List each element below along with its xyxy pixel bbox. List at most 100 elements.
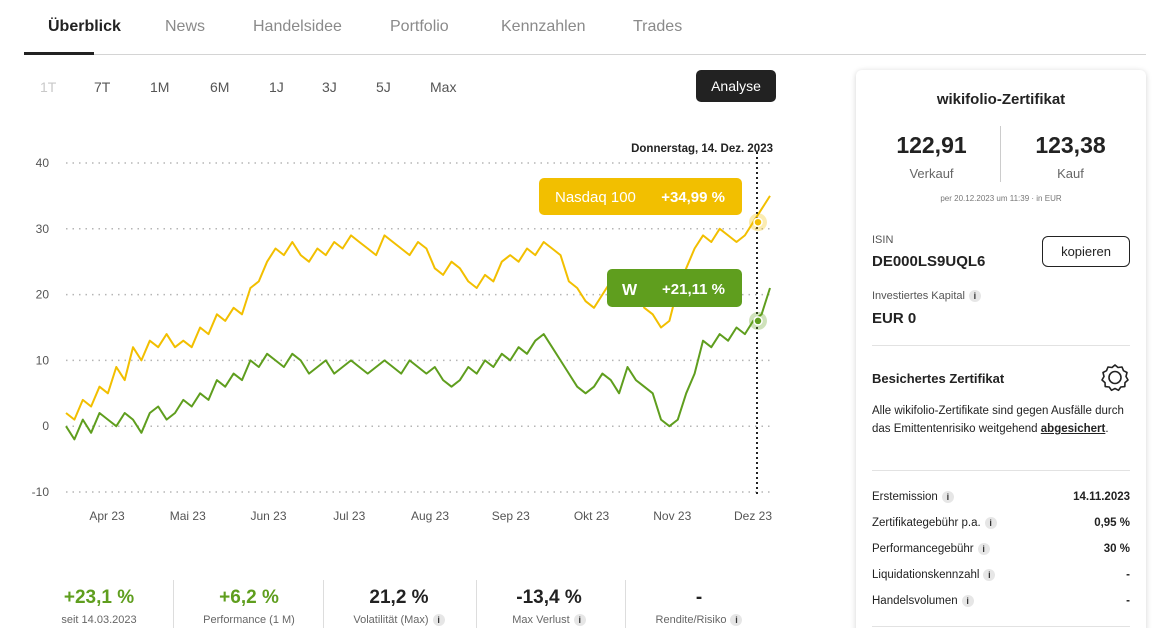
row-performance-fee-value: 30 %	[1103, 543, 1130, 555]
wikifolio-series-line	[65, 287, 771, 441]
x-tick-label: Dez 23	[734, 509, 772, 523]
buy-label: Kauf	[1057, 166, 1084, 181]
range-1j[interactable]: 1J	[269, 79, 284, 95]
row-liquidation-value: -	[1126, 569, 1130, 581]
range-6m[interactable]: 6M	[210, 79, 230, 95]
x-tick-label: Apr 23	[89, 509, 125, 523]
tab-handelsidee[interactable]: Handelsidee	[253, 18, 342, 35]
tab-trades[interactable]: Trades	[633, 18, 683, 35]
row-liquidation: Liquidationskennzahl i	[872, 569, 996, 582]
tab-portfolio[interactable]: Portfolio	[390, 18, 449, 35]
divider	[872, 470, 1130, 471]
stat-label: Rendite/Risiko	[655, 614, 727, 626]
secured-link[interactable]: abgesichert	[1040, 423, 1106, 435]
row-first-issue: Erstemission i	[872, 491, 954, 503]
nasdaq-label: Nasdaq 100 +34,99 %	[539, 178, 742, 215]
stat-max-loss: -13,4 % Max Verlust i	[474, 580, 624, 628]
tooltip-date: Donnerstag, 14. Dez. 2023	[631, 143, 773, 155]
stat-label-row: Rendite/Risiko i	[624, 614, 774, 627]
stat-label-row: Max Verlust i	[474, 614, 624, 627]
stat-label: Performance (1 M)	[203, 614, 295, 626]
capital-label-row: Investiertes Kapital i	[872, 290, 981, 303]
y-tick-label: 0	[42, 419, 49, 433]
secured-text-body: Alle wikifolio-Zertifikate sind gegen Au…	[872, 405, 1124, 435]
nasdaq-label-value: +34,99 %	[661, 189, 725, 206]
x-tick-label: Okt 23	[574, 509, 610, 523]
row-performance-fee: Performancegebühr i	[872, 543, 990, 555]
wikifolio-label: W +21,11 %	[607, 269, 742, 307]
range-7t[interactable]: 7T	[94, 79, 111, 95]
info-icon[interactable]: i	[730, 614, 743, 627]
divider	[323, 580, 324, 628]
tab-kennzahlen[interactable]: Kennzahlen	[501, 18, 586, 35]
row-volume: Handelsvolumen i	[872, 595, 974, 607]
performance-chart[interactable]: 40 30 20 10 0 -10 Apr 23 Mai 23 Jun 23 Jul 23 Aug…	[0, 130, 800, 530]
divider	[476, 580, 477, 628]
divider	[872, 345, 1130, 346]
card-title: wikifolio-Zertifikat	[936, 91, 1066, 108]
info-icon[interactable]: i	[968, 290, 981, 303]
row-label: Erstemission	[872, 491, 938, 504]
stat-value: +6,2 %	[219, 587, 279, 608]
buy-price: 123,38	[1035, 132, 1106, 158]
y-tick-label: 40	[36, 156, 50, 170]
y-tick-label: 10	[36, 353, 50, 367]
divider	[872, 626, 1130, 627]
row-fee: Zertifikategebühr p.a. i	[872, 517, 997, 529]
hover-dot	[753, 316, 763, 326]
nasdaq-series-line	[65, 195, 771, 421]
row-label: Handelsvolumen	[872, 595, 958, 608]
x-tick-label: Aug 23	[411, 509, 449, 523]
stat-return-risk: - Rendite/Risiko i	[624, 580, 774, 628]
row-first-issue-value: 14.11.2023	[1073, 491, 1130, 503]
range-5j[interactable]: 5J	[376, 79, 391, 95]
row-label: Liquidationskennzahl	[872, 569, 980, 582]
analyse-button[interactable]: Analyse	[696, 70, 776, 102]
row-label: Zertifikategebühr p.a.	[872, 517, 981, 530]
secured-text-end: .	[1105, 423, 1109, 435]
range-max[interactable]: Max	[430, 79, 457, 95]
info-icon[interactable]: i	[984, 517, 997, 529]
range-1m[interactable]: 1M	[150, 79, 170, 95]
sell-price: 122,91	[896, 132, 967, 158]
range-3j[interactable]: 3J	[322, 79, 337, 95]
info-icon[interactable]: i	[573, 614, 586, 627]
stat-label-row: Volatilität (Max) i	[324, 614, 474, 627]
capital-value: EUR 0	[872, 310, 917, 327]
tab-ueberblick[interactable]: Überblick	[48, 18, 121, 35]
copy-isin-button[interactable]: kopieren	[1042, 236, 1130, 267]
certificate-card: wikifolio-Zertifikat 122,91 Verkauf 123,…	[856, 70, 1146, 628]
x-tick-label: Jun 23	[250, 509, 286, 523]
stat-since-start: +23,1 % seit 14.03.2023	[24, 580, 174, 628]
stat-label: Volatilität (Max)	[353, 614, 429, 626]
isin-value: DE000LS9UQL6	[872, 253, 986, 270]
tab-news[interactable]: News	[165, 18, 206, 35]
divider	[1000, 126, 1001, 182]
y-tick-label: -10	[32, 485, 50, 499]
x-tick-label: Nov 23	[653, 509, 691, 523]
divider	[173, 580, 174, 628]
stat-value: -	[695, 587, 703, 608]
stat-value: 21,2 %	[369, 587, 429, 608]
info-icon[interactable]: i	[983, 569, 996, 581]
price-timestamp: per 20.12.2023 um 11:39 · in EUR	[940, 194, 1062, 203]
info-icon[interactable]: i	[941, 491, 954, 503]
secured-text: Alle wikifolio-Zertifikate sind gegen Au…	[872, 402, 1130, 438]
divider	[625, 580, 626, 628]
secured-title: Besichertes Zertifikat	[872, 371, 1005, 386]
sell-label: Verkauf	[909, 166, 954, 181]
info-icon[interactable]: i	[977, 543, 990, 555]
stat-value: -13,4 %	[516, 587, 582, 608]
stat-value: +23,1 %	[63, 587, 135, 608]
wikifolio-logo-icon: W	[622, 282, 638, 299]
row-volume-value: -	[1126, 595, 1130, 607]
row-fee-value: 0,95 %	[1094, 517, 1130, 529]
info-icon[interactable]: i	[961, 595, 974, 607]
nasdaq-label-name: Nasdaq 100	[555, 189, 636, 206]
stat-label: seit 14.03.2023	[61, 614, 137, 626]
stats-bar: +23,1 % seit 14.03.2023 +6,2 % Performan…	[24, 580, 774, 628]
active-tab-indicator	[24, 52, 94, 55]
info-icon[interactable]: i	[432, 614, 445, 627]
range-1t: 1T	[40, 79, 57, 95]
y-tick-label: 20	[36, 288, 50, 302]
